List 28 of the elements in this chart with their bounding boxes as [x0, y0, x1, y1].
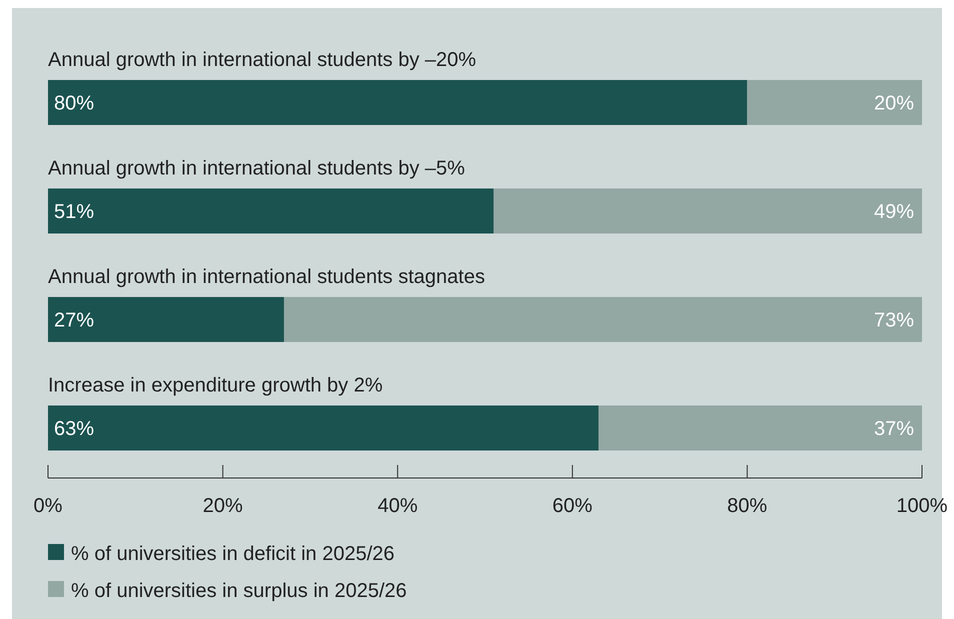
- bar: [598, 406, 922, 450]
- data-label: 63%: [54, 418, 94, 440]
- bar: [48, 297, 284, 342]
- data-label: 51%: [54, 201, 94, 223]
- y-tick-label: Annual growth in international students by –20%: [48, 49, 476, 71]
- x-tick-label: 0%: [34, 495, 63, 517]
- x-tick-label: 40%: [378, 495, 418, 517]
- bar: [284, 297, 922, 342]
- y-tick-label: Annual growth in international students by –5%: [48, 158, 466, 180]
- x-tick-label: 100%: [896, 495, 948, 517]
- data-label: 49%: [874, 201, 914, 223]
- data-label: 20%: [874, 92, 914, 114]
- x-tick-label: 20%: [202, 495, 244, 517]
- y-tick-label: Increase in expenditure growth by 2%: [48, 374, 383, 396]
- bar: [747, 80, 922, 125]
- data-label: 73%: [874, 310, 914, 332]
- x-tick-label: 60%: [552, 495, 593, 517]
- bar: [48, 188, 494, 234]
- x-tick-label: 80%: [727, 495, 768, 517]
- bar: [494, 188, 922, 234]
- legend-label: % of universities in surplus in 2025/26: [71, 580, 407, 602]
- bar: [48, 80, 748, 125]
- legend-label: % of universities in deficit in 2025/26: [71, 543, 395, 565]
- bar: [48, 406, 599, 450]
- data-label: 80%: [54, 92, 94, 114]
- data-label: 37%: [874, 418, 914, 440]
- y-tick-label: Annual growth in international students stagnates: [48, 266, 485, 288]
- data-label: 27%: [54, 310, 94, 332]
